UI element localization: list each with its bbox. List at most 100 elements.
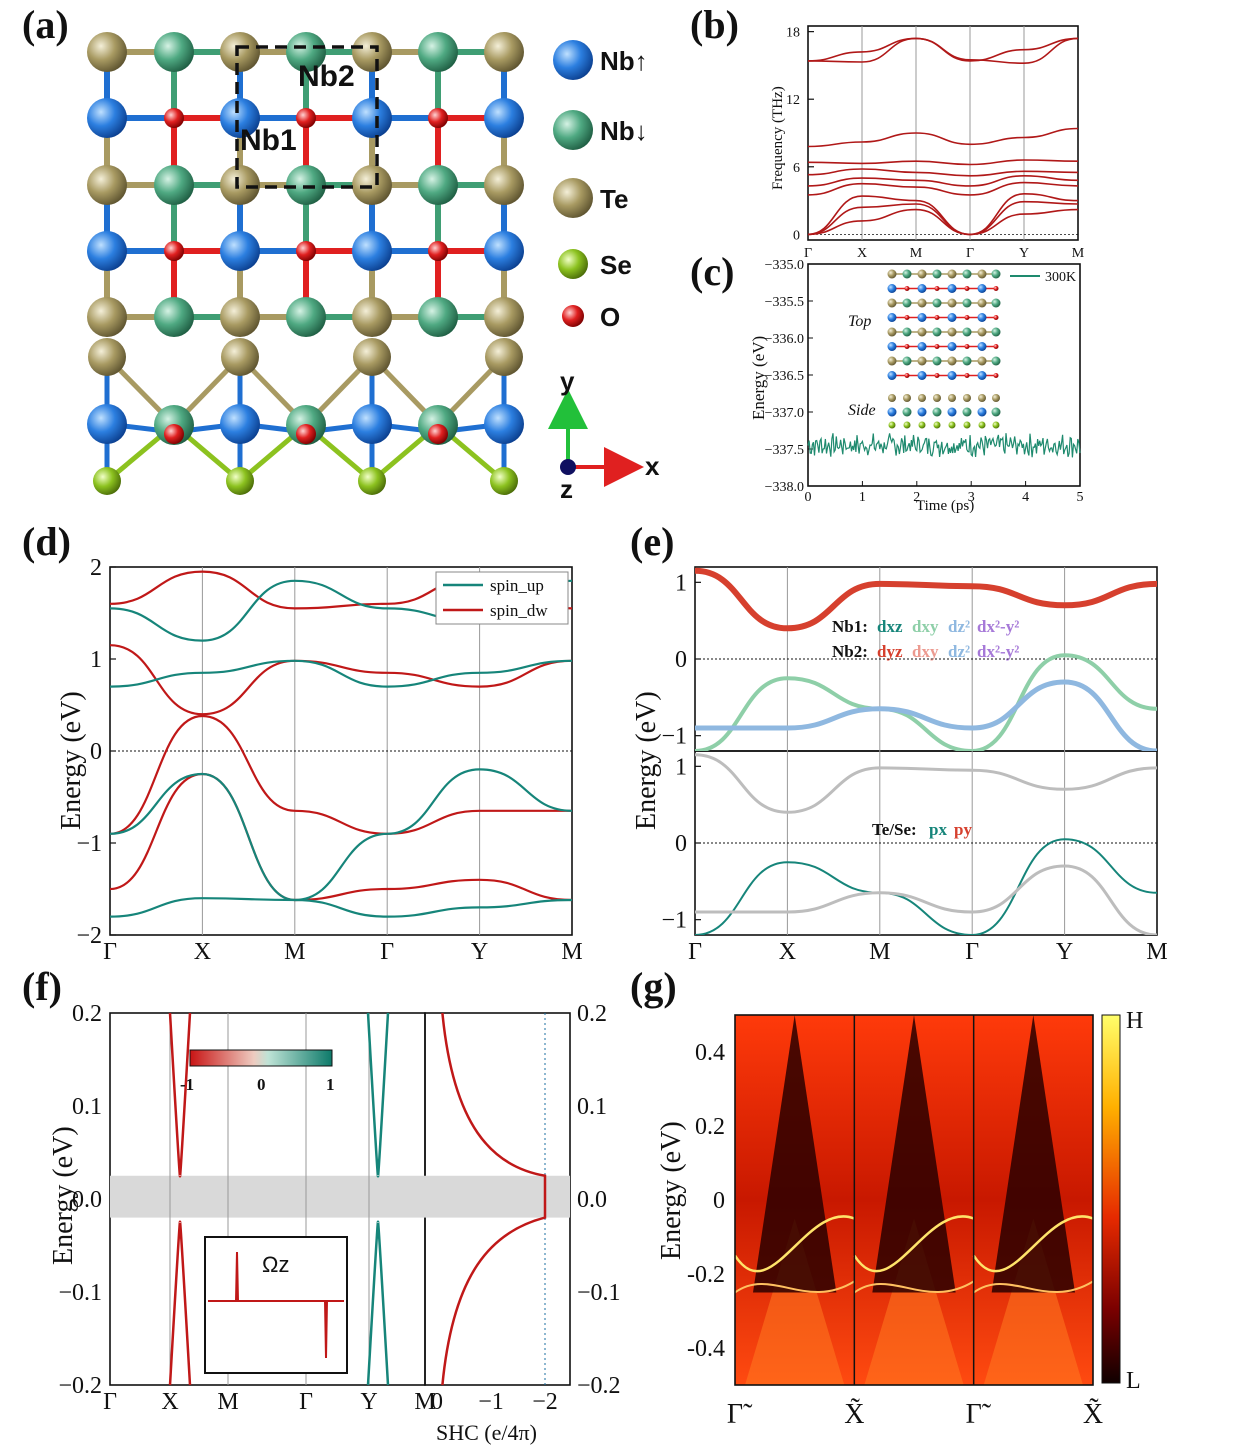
inset-atom	[887, 407, 897, 417]
inset-atom	[887, 356, 897, 366]
atom-nb-up	[220, 231, 260, 271]
k-point-label: M	[1072, 246, 1085, 261]
atom-o	[164, 424, 184, 444]
edge-state-line	[733, 1215, 855, 1273]
k-point-label: M	[869, 939, 890, 965]
atom-te	[485, 338, 523, 376]
inset-atom	[962, 327, 972, 337]
k-point-label: Y	[1019, 246, 1029, 261]
inset-atom	[964, 344, 970, 349]
heatmap-frame	[734, 1014, 1094, 1386]
inset-atom	[932, 298, 942, 308]
k-point-label: Γ	[299, 1389, 313, 1415]
inset-atom	[888, 421, 896, 429]
atom-te	[484, 32, 524, 72]
inset-atom	[947, 371, 957, 380]
orbital-legend-nb2: Nb2: dyz dxy dz² dx²-y²	[832, 642, 1019, 661]
inset-atom	[962, 269, 972, 279]
inset-atom	[917, 371, 927, 380]
inset-atom	[993, 286, 999, 291]
band-cone-lower	[168, 1220, 192, 1386]
shc-tick-label: −2	[532, 1389, 558, 1415]
inset-atom	[991, 356, 1001, 366]
y-tick-label: 0	[675, 647, 687, 673]
atom-se	[490, 467, 518, 495]
panel-label-f: (f)	[22, 964, 62, 1009]
inset-atom	[977, 298, 987, 308]
inset-atom	[932, 407, 942, 417]
axis-triad: y x z	[548, 366, 660, 504]
phonon-branch-optical-5	[807, 127, 1079, 148]
atom-se	[93, 467, 121, 495]
aimd-xlabel: Time (ps)	[916, 498, 974, 514]
inset-atom	[917, 269, 927, 279]
band-cone-lower	[366, 1220, 390, 1386]
y-tick-label: 0.1	[72, 1094, 102, 1120]
inset-atom	[934, 344, 940, 349]
atom-o	[428, 241, 448, 261]
atom-nb-down	[418, 165, 458, 205]
y-tick-label: −338.0	[765, 480, 804, 495]
atom-te	[484, 165, 524, 205]
legend-nb2-dxy: dxy	[912, 642, 939, 661]
atom-o	[296, 108, 316, 128]
atom-te	[88, 338, 126, 376]
y-tick-label: 0.4	[695, 1040, 725, 1066]
atom-nb-up	[352, 404, 392, 444]
inset-atom	[903, 394, 911, 402]
x-tick-label: 0	[805, 490, 812, 505]
k-point-label: Γ	[965, 939, 979, 965]
inset-atom	[917, 342, 927, 351]
projected-band-3	[695, 679, 1157, 751]
band-spin_up-4	[110, 897, 572, 918]
axis-label-z: z	[560, 474, 573, 504]
colorbar-max: 1	[326, 1075, 335, 1094]
inset-atom	[933, 421, 941, 429]
y-tick-label: 0	[713, 1188, 725, 1214]
inset-atom	[964, 286, 970, 291]
legend-label-spin-up: spin_up	[490, 576, 544, 595]
bulk-continuum	[745, 1218, 845, 1385]
k-point-label: Γ	[966, 246, 974, 261]
phonon-branch-acoustic-3	[807, 200, 1079, 236]
inset-atom	[904, 315, 910, 320]
panel-label-b: (b)	[690, 2, 739, 47]
inset-atom	[932, 269, 942, 279]
bulk-continuum	[983, 1218, 1083, 1385]
atom-nb-up	[220, 404, 260, 444]
projected-band-3	[695, 864, 1157, 935]
atom-nb-down	[418, 297, 458, 337]
atom-nb-down	[154, 32, 194, 72]
legend-nb1-dxy: dxy	[912, 617, 939, 636]
k-point-label: X	[857, 246, 867, 261]
inset-atom	[964, 315, 970, 320]
x-tick-label: 4	[1022, 490, 1029, 505]
k-point-label: Γ	[804, 246, 812, 261]
edge-state-heatmap: 0.4 0.2 0 -0.2 -0.4 Γ̃ X̃ Γ̃ X̃	[687, 1014, 1103, 1430]
k-point-label: M	[217, 1389, 238, 1415]
projected-band-1	[695, 567, 1157, 632]
inset-atom	[962, 356, 972, 366]
band-spin_up-1	[110, 768, 572, 902]
atom-o	[296, 424, 316, 444]
panel-label-d: (d)	[22, 519, 71, 564]
y-tick-label: −336.5	[765, 369, 804, 384]
inset-label-side: Side	[848, 402, 876, 419]
inset-atom	[917, 313, 927, 322]
panel-label-g: (g)	[630, 964, 677, 1009]
phonon-branch-optical-2	[807, 174, 1079, 187]
aimd-chart: 0 1 2 3 4 5 −335.0 −335.5 −336.0 −336.5 −337.0 −337…	[765, 258, 1084, 505]
inset-atom	[902, 269, 912, 279]
inset-atom	[902, 356, 912, 366]
k-point-label: M	[561, 939, 582, 965]
legend-nb2-dx2y2: dx²-y²	[977, 642, 1019, 661]
k-point-label: Y	[1056, 939, 1073, 965]
aimd-legend-label: 300K	[1045, 270, 1076, 285]
band-lines	[695, 567, 1157, 751]
shc-tick-label: 0	[431, 1389, 443, 1415]
aimd-ylabel: Energy (eV)	[749, 336, 768, 420]
inset-atom	[887, 313, 897, 322]
band-spin_dw-3	[110, 772, 572, 902]
y-tick-label: −1	[661, 724, 687, 750]
bands-e-ylabel: Energy (eV)	[631, 691, 662, 830]
